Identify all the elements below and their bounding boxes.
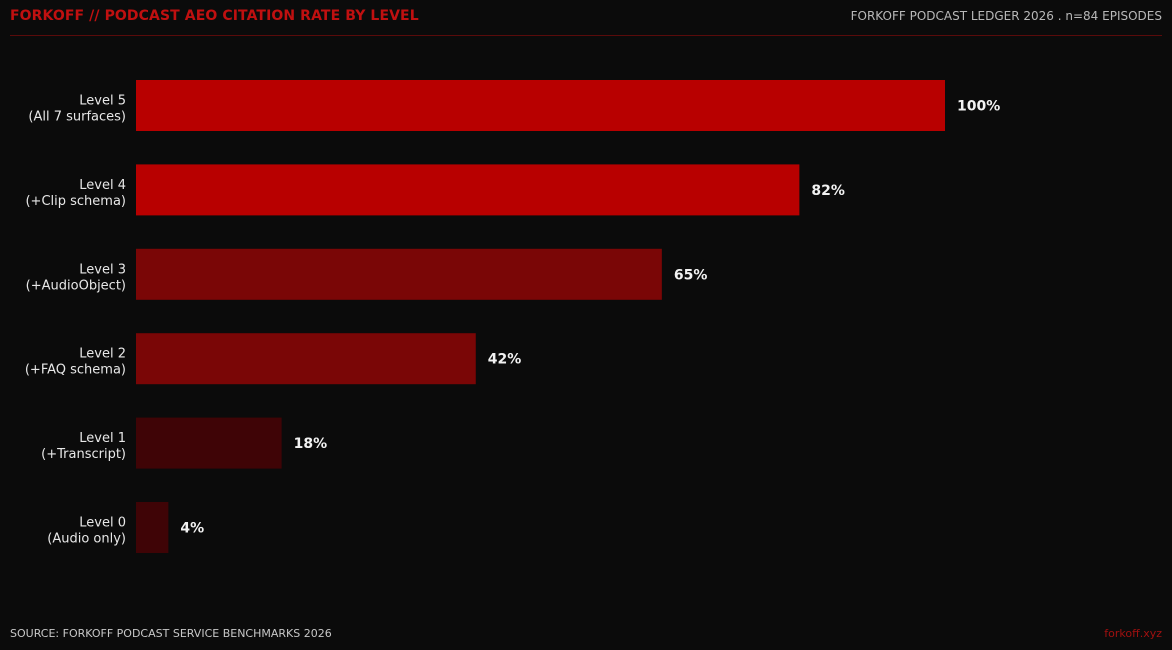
bar-level-1 <box>136 417 282 469</box>
value-label: 65% <box>674 267 708 283</box>
header-divider <box>10 35 1162 36</box>
category-label: Level 4 (+Clip schema) <box>25 178 126 209</box>
category-label-line2: (+Transcript) <box>41 447 126 462</box>
category-label: Level 3 (+AudioObject) <box>26 262 126 293</box>
value-label: 100% <box>957 99 1000 115</box>
category-label-line1: Level 3 <box>79 262 126 277</box>
chart-title: FORKOFF // PODCAST AEO CITATION RATE BY … <box>10 8 419 24</box>
category-label-line2: (Audio only) <box>47 532 126 547</box>
category-label-line1: Level 5 <box>79 94 126 109</box>
bar-level-0 <box>136 502 169 553</box>
category-label-line1: Level 2 <box>79 347 126 362</box>
bar-level-5 <box>136 80 945 131</box>
category-label: Level 0 (Audio only) <box>47 516 126 547</box>
bar-level-2 <box>136 333 476 385</box>
category-label-line1: Level 4 <box>79 178 126 193</box>
value-label: 18% <box>294 436 328 452</box>
category-label-line2: (All 7 surfaces) <box>28 110 126 125</box>
dataset-note: FORKOFF PODCAST LEDGER 2026 . n=84 EPISO… <box>850 9 1162 23</box>
category-label-line1: Level 1 <box>79 431 126 446</box>
category-label-line2: (+AudioObject) <box>26 278 126 293</box>
category-label-line2: (+Clip schema) <box>25 194 126 209</box>
source-note: SOURCE: FORKOFF PODCAST SERVICE BENCHMAR… <box>10 627 332 640</box>
value-label: 4% <box>180 521 204 537</box>
bar-level-3 <box>136 248 662 300</box>
value-label: 82% <box>811 183 845 199</box>
category-label: Level 2 (+FAQ schema) <box>25 347 126 378</box>
site-link[interactable]: forkoff.xyz <box>1104 627 1162 640</box>
category-label: Level 1 (+Transcript) <box>41 431 126 462</box>
category-label: Level 5 (All 7 surfaces) <box>28 94 126 125</box>
bar-level-4 <box>136 164 800 216</box>
category-label-line1: Level 0 <box>79 516 126 531</box>
value-label: 42% <box>488 352 522 368</box>
category-label-line2: (+FAQ schema) <box>25 363 126 378</box>
